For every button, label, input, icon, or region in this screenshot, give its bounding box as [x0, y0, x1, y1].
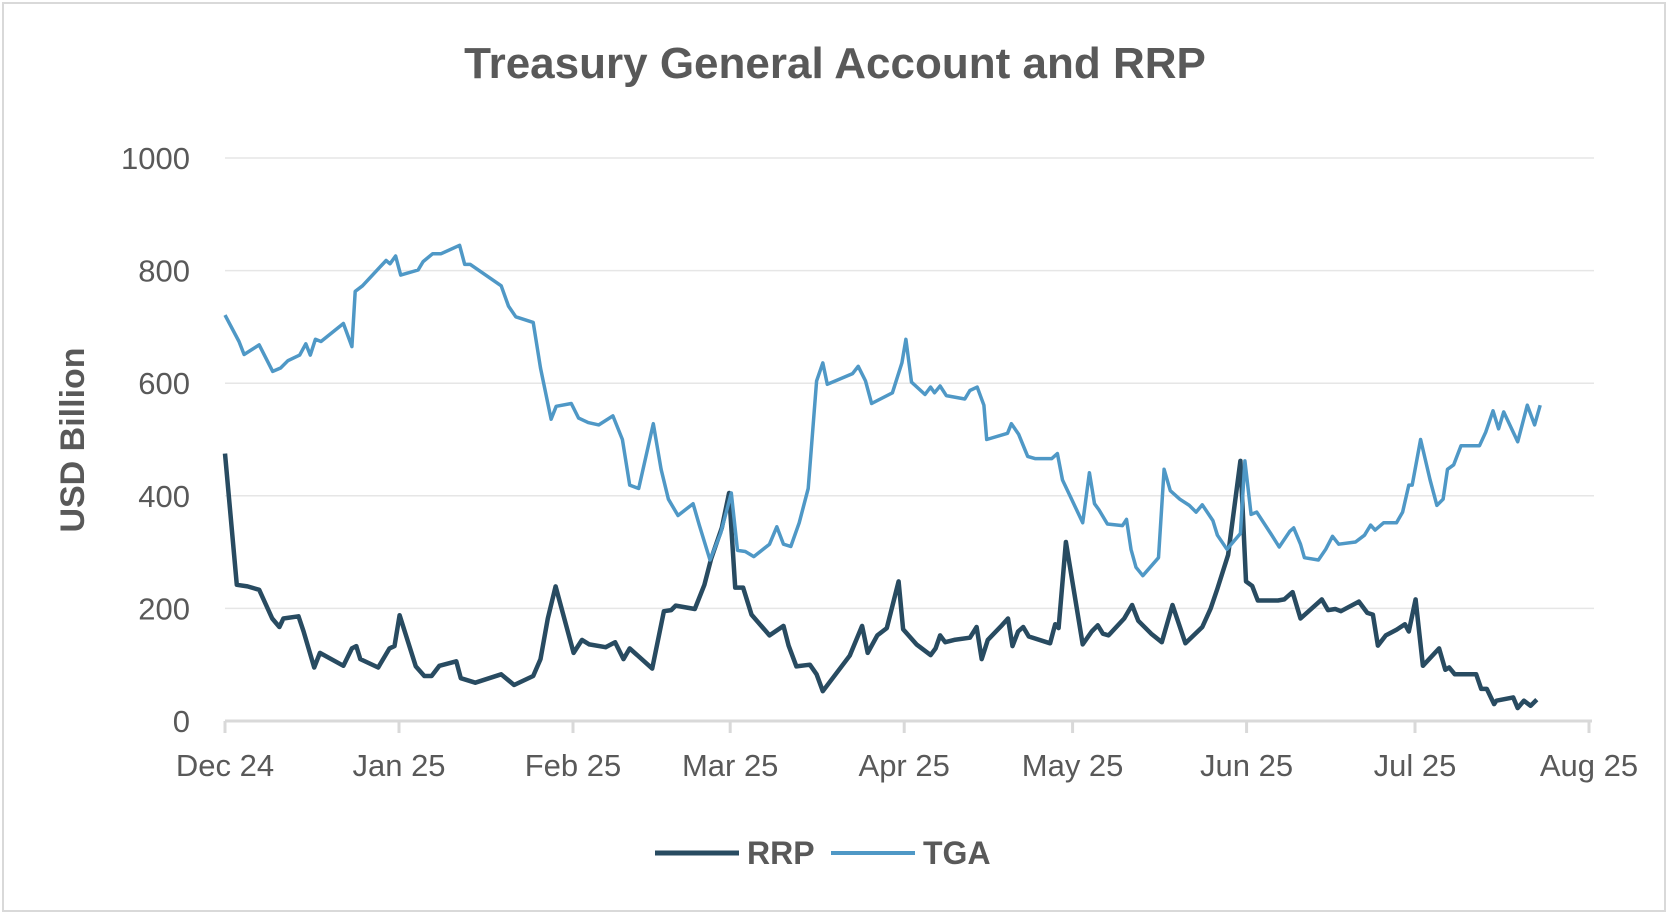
x-tick-label: May 25 — [1022, 748, 1124, 783]
legend-label-tga: TGA — [923, 835, 991, 871]
y-tick-label: 400 — [138, 479, 190, 514]
x-tick-label: Jan 25 — [352, 748, 445, 783]
series-line-rrp — [222, 453, 1539, 711]
y-tick-label: 600 — [138, 366, 190, 401]
x-tick-label: Feb 25 — [525, 748, 622, 783]
x-tick-label: Dec 24 — [176, 748, 274, 783]
y-tick-label: 1000 — [121, 141, 190, 176]
x-tick-label: Mar 25 — [682, 748, 778, 783]
x-tick-label: Aug 25 — [1540, 748, 1638, 783]
y-tick-label: 0 — [173, 704, 190, 739]
y-tick-label: 200 — [138, 591, 190, 626]
y-tick-label: 800 — [138, 254, 190, 289]
x-tick-label: Apr 25 — [859, 748, 950, 783]
y-axis-label: USD Billion — [54, 347, 92, 532]
x-tick-label: Jun 25 — [1200, 748, 1293, 783]
legend-label-rrp: RRP — [747, 835, 815, 871]
chart-title: Treasury General Account and RRP — [464, 39, 1206, 88]
x-tick-label: Jul 25 — [1374, 748, 1457, 783]
series-line-tga — [223, 243, 1542, 578]
